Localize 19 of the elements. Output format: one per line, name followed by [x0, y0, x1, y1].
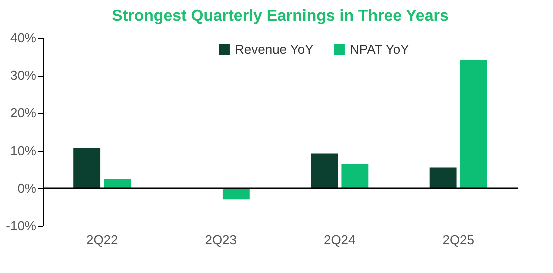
x-tick-label: 2Q25: [442, 232, 475, 248]
y-tick-label: 10%: [10, 143, 37, 158]
legend-label: Revenue YoY: [235, 42, 314, 57]
bar: [74, 148, 101, 188]
bar: [430, 168, 457, 188]
y-tick-label: 40%: [10, 30, 37, 46]
bar: [460, 60, 488, 188]
x-tick-label: 2Q23: [205, 232, 238, 248]
y-tick-label: 30%: [10, 68, 37, 84]
y-tick-label: -10%: [6, 218, 37, 234]
y-tick-label: 0%: [18, 180, 37, 196]
y-tick-label: 20%: [10, 106, 37, 121]
x-tick-label: 2Q24: [324, 232, 356, 248]
bar: [342, 164, 369, 188]
x-tick-label: 2Q22: [86, 232, 118, 248]
legend-label: NPAT YoY: [350, 42, 410, 57]
bar: [222, 188, 250, 200]
chart-title: Strongest Quarterly Earnings in Three Years: [112, 8, 449, 25]
bar: [311, 154, 338, 188]
